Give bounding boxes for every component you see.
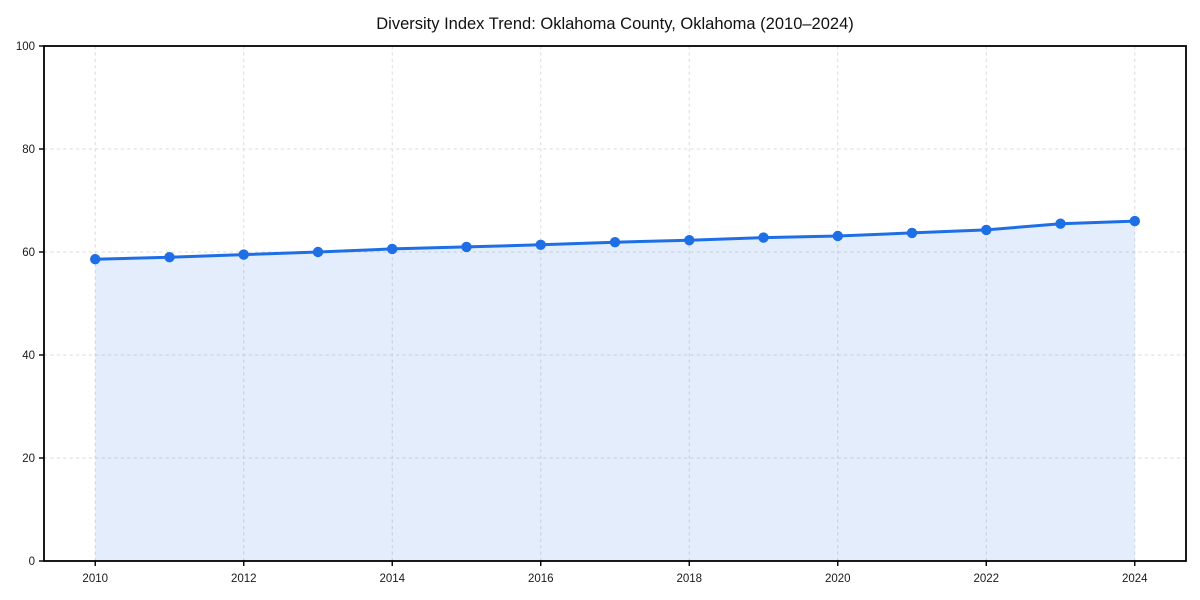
- y-tick-label: 20: [22, 453, 35, 465]
- y-tick-label: 60: [22, 247, 35, 259]
- data-point-marker: [1129, 215, 1141, 227]
- plot-frame: [43, 45, 1187, 562]
- x-tick-label: 2016: [528, 573, 554, 585]
- data-point-marker: [906, 227, 918, 239]
- data-point-marker: [312, 246, 324, 258]
- x-tick-label: 2020: [825, 573, 851, 585]
- y-tick-label: 0: [29, 556, 35, 568]
- data-point-marker: [684, 235, 695, 246]
- y-tick-label: 80: [22, 144, 35, 156]
- y-tick-label: 40: [22, 350, 35, 362]
- x-tick-label: 2022: [973, 573, 999, 585]
- data-point-marker: [387, 243, 398, 255]
- x-tick-label: 2024: [1122, 573, 1148, 585]
- x-tick-label: 2014: [379, 573, 405, 585]
- data-point-marker: [164, 252, 175, 263]
- data-point-marker: [609, 237, 621, 248]
- plot-area: 0 20 40 60 80 100 2010 2012 2014 2016 2018 2020 2022…: [16, 41, 1187, 585]
- data-point-marker: [758, 232, 769, 243]
- chart-title: Diversity Index Trend: Oklahoma County, …: [376, 15, 854, 33]
- data-point-marker: [461, 241, 472, 253]
- series-area-fill: [95, 221, 1135, 561]
- x-tick-label: 2018: [676, 573, 702, 585]
- data-point-marker: [1055, 218, 1066, 229]
- data-point-marker: [238, 249, 249, 260]
- data-point-marker: [832, 230, 843, 242]
- data-point-marker: [535, 239, 546, 250]
- y-tick-label: 100: [16, 41, 35, 53]
- x-tick-label: 2010: [82, 573, 108, 585]
- x-tick-label: 2012: [231, 573, 257, 585]
- data-point-marker: [90, 254, 101, 265]
- data-point-marker: [981, 224, 992, 236]
